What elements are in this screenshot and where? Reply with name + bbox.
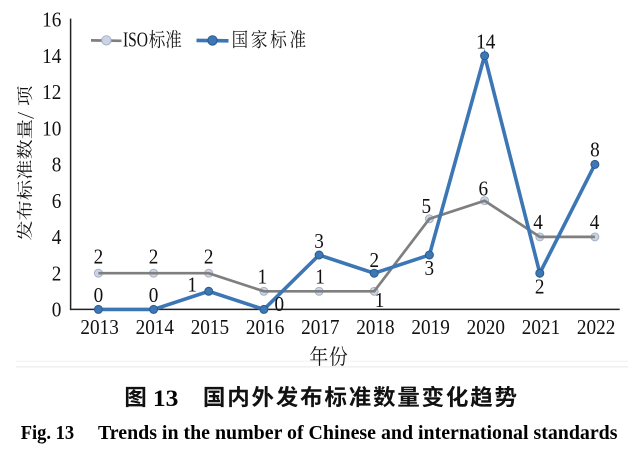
- svg-text:Fig. 13: Fig. 13: [21, 422, 74, 444]
- svg-text:2013: 2013: [80, 315, 118, 339]
- svg-text:3: 3: [425, 256, 435, 280]
- svg-text:4: 4: [533, 210, 543, 234]
- svg-text:2014: 2014: [136, 315, 175, 339]
- svg-text:5: 5: [422, 194, 432, 218]
- svg-text:16: 16: [42, 8, 61, 32]
- svg-text:1: 1: [315, 265, 325, 289]
- svg-text:ISO: ISO: [123, 27, 148, 51]
- svg-text:2015: 2015: [191, 315, 229, 339]
- svg-text:2: 2: [94, 244, 104, 268]
- svg-text:2: 2: [535, 275, 545, 299]
- svg-text:2: 2: [370, 248, 380, 272]
- svg-text:2018: 2018: [356, 315, 394, 339]
- svg-text:2021: 2021: [522, 315, 560, 339]
- svg-text:2: 2: [149, 244, 159, 268]
- svg-text:0: 0: [94, 283, 104, 307]
- svg-text:6: 6: [52, 189, 62, 213]
- svg-text:3: 3: [314, 229, 324, 253]
- svg-text:4: 4: [590, 210, 600, 234]
- svg-text:2: 2: [52, 261, 62, 285]
- svg-text:1: 1: [258, 264, 268, 288]
- svg-text:0: 0: [275, 292, 285, 316]
- svg-text:2: 2: [204, 244, 214, 268]
- svg-text:14: 14: [42, 44, 62, 68]
- svg-text:Trends in the number of Chines: Trends in the number of Chinese and inte…: [98, 422, 618, 444]
- svg-text:10: 10: [42, 116, 61, 140]
- svg-text:1: 1: [187, 273, 197, 297]
- svg-text:0: 0: [52, 298, 62, 322]
- svg-text:13: 13: [153, 386, 179, 412]
- svg-text:14: 14: [476, 29, 496, 53]
- svg-text:8: 8: [590, 138, 600, 162]
- svg-text:2016: 2016: [246, 315, 284, 339]
- svg-text:2022: 2022: [577, 315, 615, 339]
- svg-text:2019: 2019: [411, 315, 449, 339]
- svg-text:2017: 2017: [301, 315, 339, 339]
- svg-text:6: 6: [479, 177, 489, 201]
- svg-text:0: 0: [149, 283, 159, 307]
- svg-text:2020: 2020: [467, 315, 505, 339]
- svg-text:8: 8: [52, 153, 62, 177]
- svg-text:1: 1: [375, 288, 385, 312]
- svg-text:4: 4: [52, 225, 62, 249]
- svg-text:12: 12: [42, 80, 61, 104]
